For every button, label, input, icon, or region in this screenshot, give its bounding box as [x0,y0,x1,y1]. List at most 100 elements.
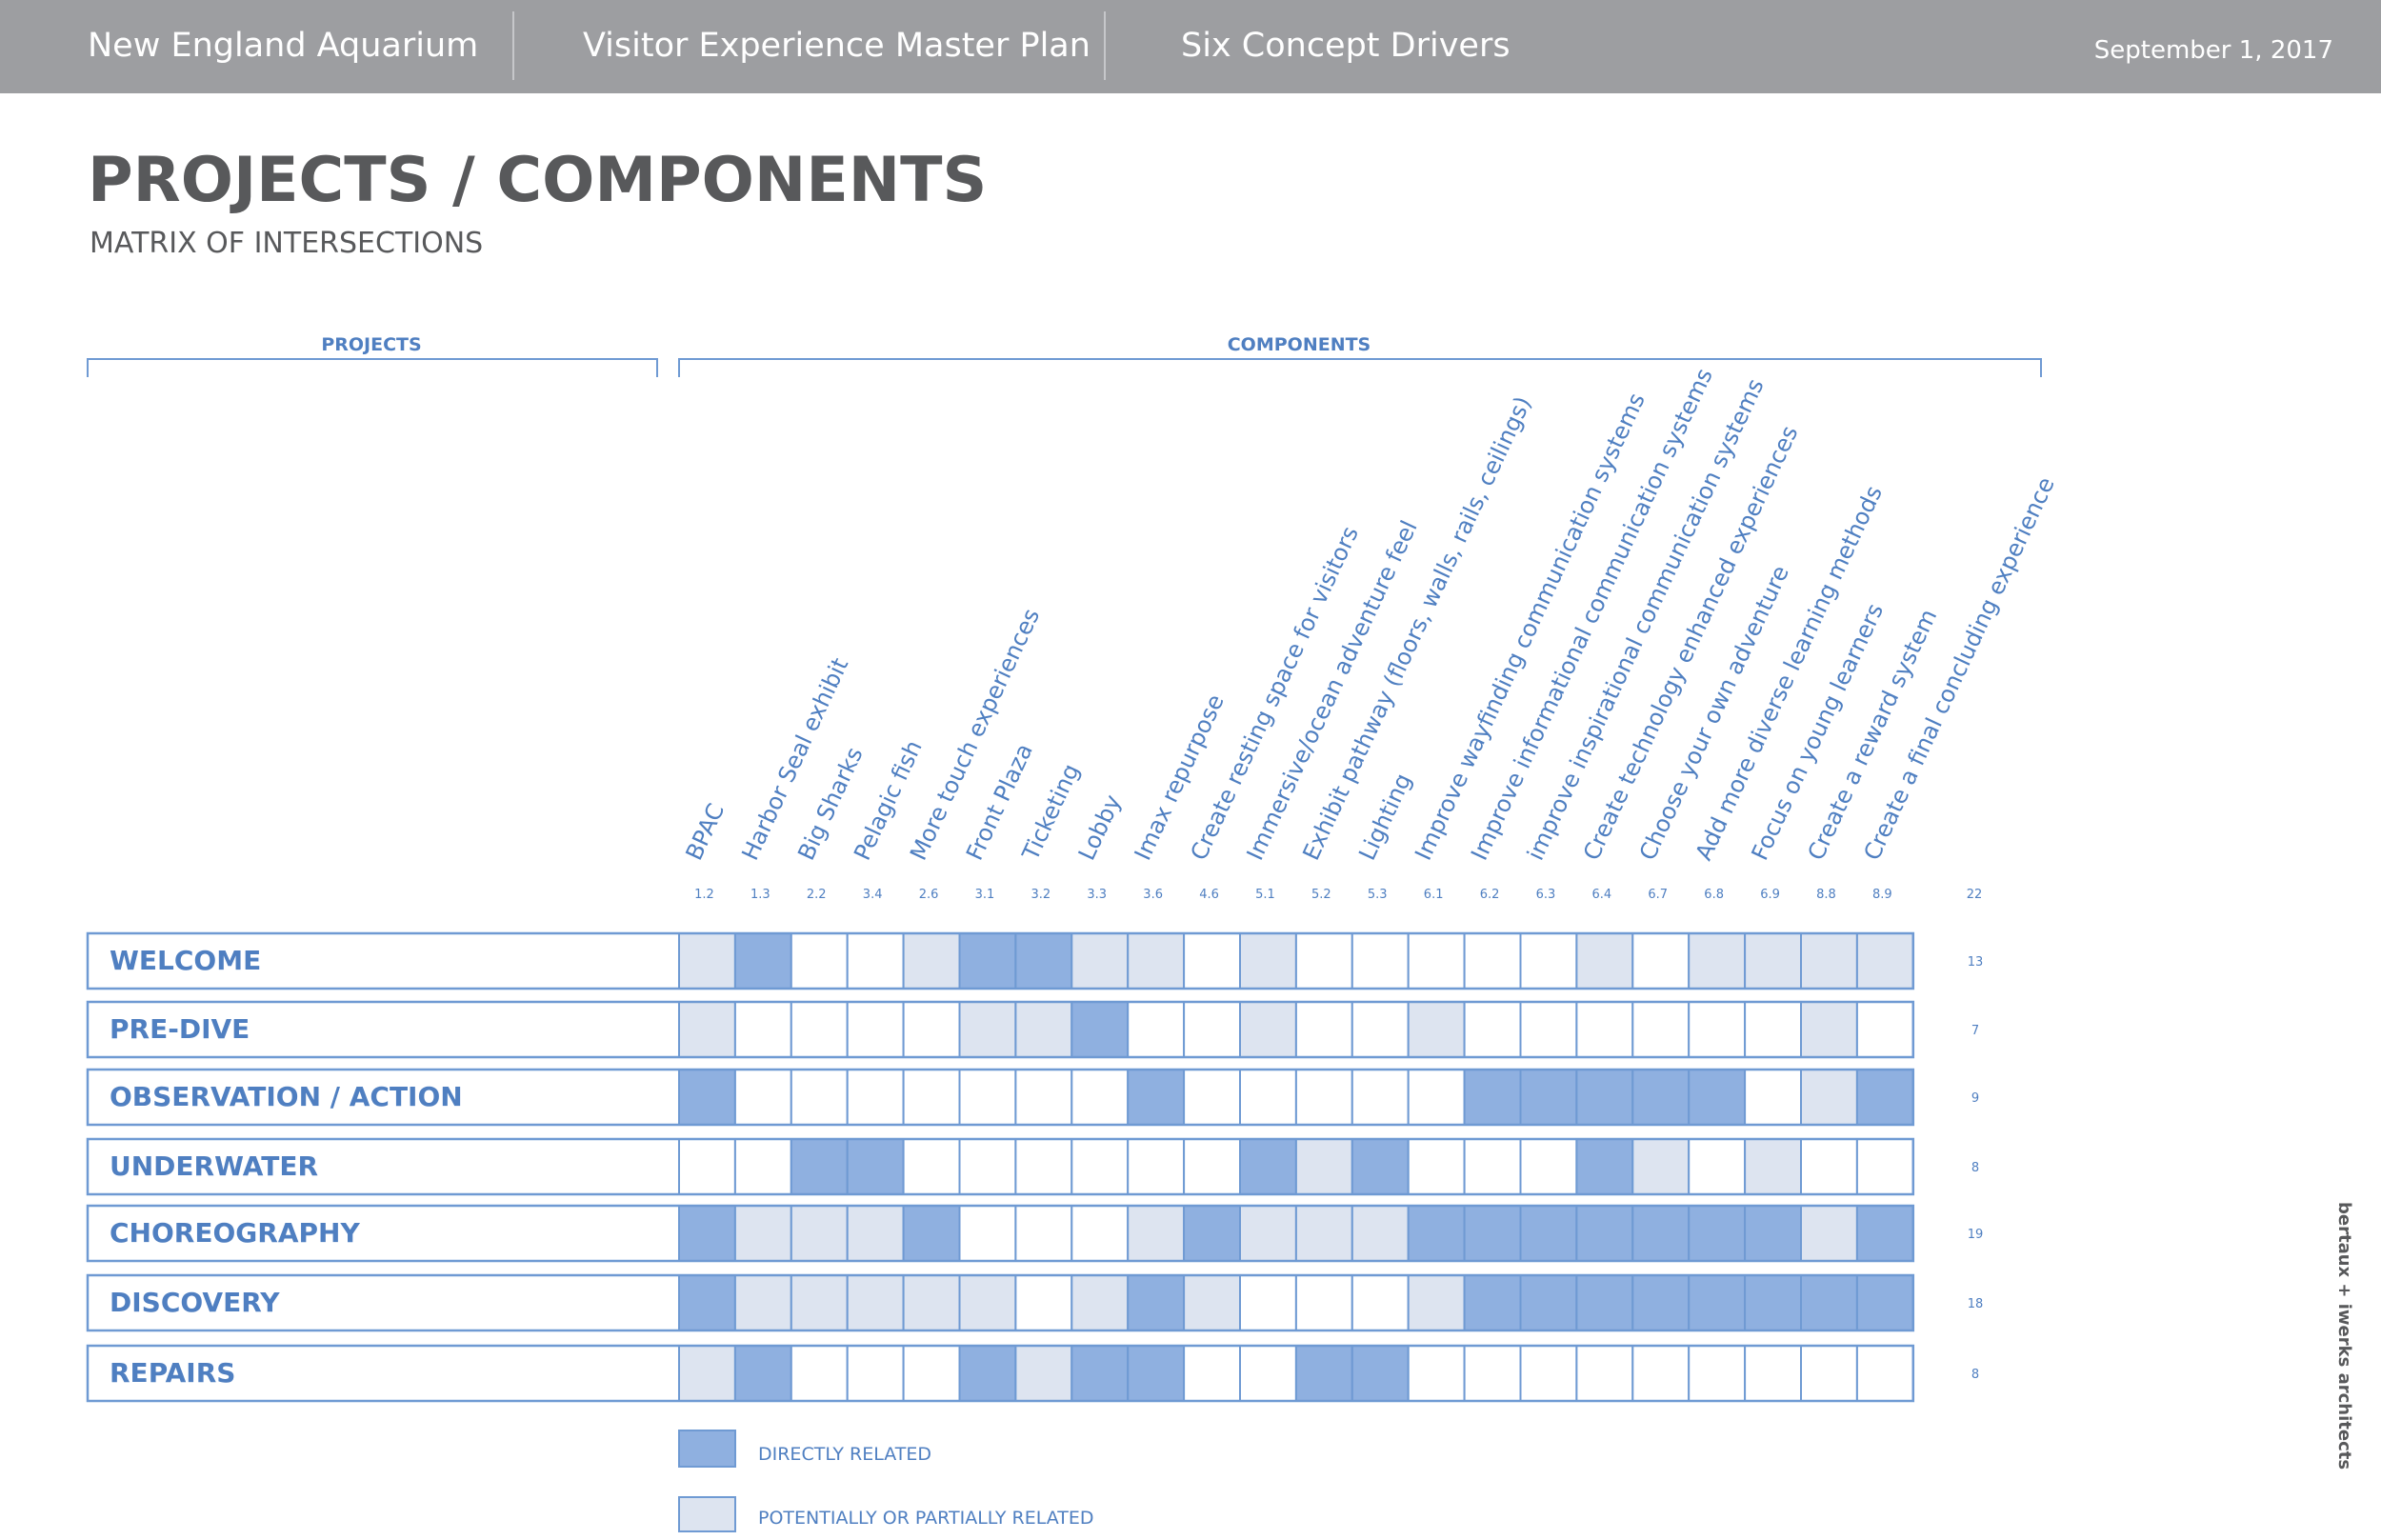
matrix-cell [1183,1138,1241,1195]
matrix-cell [1127,932,1186,990]
matrix-cell [678,1069,736,1126]
project-name: DISCOVERY [110,1287,280,1318]
matrix-cell [1631,1205,1691,1262]
matrix-cell [1014,1001,1073,1058]
matrix-cell [1127,1345,1186,1402]
matrix-cell [1183,1001,1241,1058]
matrix-cell [790,1069,849,1126]
matrix-cell [790,1001,849,1058]
matrix-cell [1407,1205,1466,1262]
matrix-cell [1800,1069,1858,1126]
component-label: BPAC [681,799,730,864]
matrix-cell [790,1345,849,1402]
matrix-cell [1351,932,1410,990]
component-code: 5.1 [1255,888,1275,902]
matrix-cell [1014,1345,1073,1402]
matrix-cell [1688,1001,1747,1058]
matrix-cell [1855,1001,1914,1058]
legend-partial-label: POTENTIALLY OR PARTIALLY RELATED [758,1508,1093,1529]
matrix-cell [1407,1345,1466,1402]
matrix-cell [958,932,1017,990]
component-code: 6.8 [1704,888,1724,902]
matrix-cell [1351,1274,1410,1331]
project-name: REPAIRS [110,1357,235,1389]
component-code: 3.4 [863,888,883,902]
matrix-cell [1688,1205,1747,1262]
project-name-box [87,1274,680,1331]
matrix-cell [1463,1205,1522,1262]
matrix-cell [1744,1001,1802,1058]
matrix-cell [1183,1069,1241,1126]
page-title: PROJECTS / COMPONENTS [88,145,988,216]
matrix-cell [1575,932,1634,990]
matrix-cell [1351,1345,1410,1402]
matrix-cell [1855,1345,1914,1402]
matrix-cell [846,932,905,990]
matrix-cell [733,1001,792,1058]
matrix-cell [1800,1345,1858,1402]
matrix-cell [1239,1345,1297,1402]
component-label: Lobby [1073,790,1127,864]
matrix-cell [733,932,792,990]
matrix-cell [1407,1069,1466,1126]
matrix-cell [846,1274,905,1331]
component-label: Create technology enhanced experiences [1578,422,1804,865]
matrix-cell [1855,932,1914,990]
matrix-cell [1463,1274,1522,1331]
component-code: 6.7 [1648,888,1668,902]
matrix-cell [790,932,849,990]
matrix-cell [1351,1069,1410,1126]
matrix-cell [846,1001,905,1058]
matrix-cell [1744,1138,1802,1195]
matrix-cell [1519,1069,1578,1126]
component-code: 6.1 [1424,888,1444,902]
matrix-cell [1407,932,1466,990]
matrix-cell [1127,1205,1186,1262]
matrix-cell [846,1345,905,1402]
matrix-cell [1239,1274,1297,1331]
component-code: 6.2 [1480,888,1500,902]
page-subtitle: MATRIX OF INTERSECTIONS [90,227,484,260]
project-count: 13 [1968,955,1984,970]
component-label: Lighting [1353,770,1416,865]
matrix-cell [1463,1069,1522,1126]
matrix-cell [1855,1205,1914,1262]
matrix-cell [733,1274,792,1331]
project-count: 9 [1971,1091,1979,1106]
component-code: 6.9 [1760,888,1780,902]
component-code: 3.6 [1143,888,1163,902]
project-count: 18 [1968,1297,1984,1311]
project-row-outline [86,1344,1915,1403]
header-section: Six Concept Drivers [1181,27,1511,65]
matrix-cell [958,1345,1017,1402]
project-name: UNDERWATER [110,1150,318,1182]
component-code: 3.1 [975,888,995,902]
matrix-cell [1744,1345,1802,1402]
projects-bracket [87,358,658,377]
components-total: 22 [1967,888,1983,902]
project-name: OBSERVATION / ACTION [110,1081,463,1112]
component-code: 6.4 [1592,888,1612,902]
matrix-cell [958,1069,1017,1126]
component-code: 8.9 [1872,888,1892,902]
component-code: 5.2 [1311,888,1331,902]
component-code: 6.3 [1536,888,1556,902]
matrix-cell [1294,932,1353,990]
matrix-cell [1070,1205,1130,1262]
matrix-cell [902,1205,961,1262]
matrix-cell [1575,1274,1634,1331]
matrix-cell [1631,1138,1691,1195]
matrix-cell [846,1069,905,1126]
matrix-cell [678,1001,736,1058]
matrix-cell [958,1205,1017,1262]
matrix-cell [1127,1138,1186,1195]
project-row-outline [86,931,1915,990]
matrix-cell [1800,1274,1858,1331]
matrix-cell [1575,1001,1634,1058]
matrix-cell [902,1069,961,1126]
matrix-cell [1183,932,1241,990]
matrix-cell [1239,1001,1297,1058]
matrix-cell [958,1001,1017,1058]
matrix-cell [902,932,961,990]
matrix-cell [1351,1205,1410,1262]
